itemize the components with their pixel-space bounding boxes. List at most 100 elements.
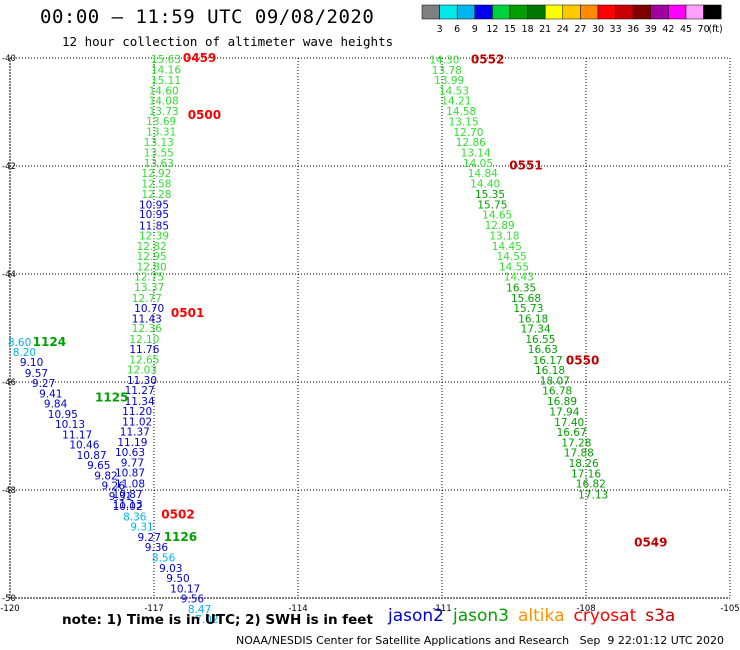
colorbar-swatch	[703, 4, 722, 20]
wave-height-value: 13.78	[432, 65, 462, 77]
wave-height-value: 10.70	[134, 303, 164, 315]
wave-height-value: 11.02	[122, 416, 152, 428]
wave-height-value: 13.99	[434, 75, 464, 87]
wave-height-value: 13.73	[149, 106, 179, 118]
wave-height-value: 10.63	[115, 447, 145, 459]
wave-height-value: 16.17	[533, 355, 563, 367]
wave-height-value: 11.85	[139, 220, 169, 232]
wave-height-value: 13.31	[146, 126, 176, 138]
latitude-label: -42	[2, 162, 16, 172]
wave-height-value: 14.55	[497, 251, 527, 263]
pass-time-label: 1126	[164, 530, 197, 544]
wave-height-value: 14.21	[441, 96, 471, 108]
satellite-legend: jason2 jason3 altika cryosat s3a	[388, 606, 684, 626]
colorbar-tick-label: 3	[437, 24, 443, 35]
wave-height-value: 15.35	[475, 189, 505, 201]
colorbar-tick-label: 18	[522, 24, 534, 35]
wave-height-value: 14.40	[470, 178, 500, 190]
wave-height-value: 14.60	[149, 85, 179, 97]
wave-height-value: 12.03	[127, 365, 157, 377]
wave-height-value: 17.16	[571, 468, 601, 480]
wave-height-value: 9.57	[25, 368, 48, 380]
wave-height-value: 9.03	[159, 563, 182, 575]
wave-height-value: 17.28	[561, 437, 591, 449]
wave-height-value: 10.95	[139, 199, 169, 211]
wave-height-value: 12.75	[134, 272, 164, 284]
wave-height-value: 12.65	[129, 354, 159, 366]
pass-time-label: 1124	[33, 335, 66, 349]
wave-height-value: 8.60	[8, 337, 31, 349]
pass-time-label: 1125	[95, 391, 128, 405]
wave-height-value: 12.89	[485, 220, 515, 232]
wave-height-value: 14.16	[151, 64, 181, 76]
wave-height-value: 10.46	[69, 440, 99, 452]
pass-time-label: 0549	[634, 535, 667, 549]
colorbar-tick-label: 27	[574, 24, 586, 35]
wave-height-value: 11.27	[125, 385, 155, 397]
wave-height-value: 9.77	[121, 457, 144, 469]
latitude-label: -44	[2, 270, 16, 280]
wave-height-value: 13.55	[144, 148, 174, 160]
wave-height-value: 14.43	[504, 272, 534, 284]
wave-height-value: 16.89	[547, 396, 577, 408]
wave-height-value: 17.34	[521, 324, 551, 336]
wave-height-value: 11.37	[120, 427, 150, 439]
longitude-label: -114	[288, 604, 307, 614]
colorbar-tick-label: 6	[454, 24, 460, 35]
wave-height-value: 14.30	[429, 55, 459, 67]
wave-height-value: 8.47	[188, 604, 211, 616]
wave-height-value: 12.86	[456, 137, 486, 149]
wave-height-value: 14.08	[149, 96, 179, 108]
colorbar-tick-label: 9	[472, 24, 478, 35]
wave-height-value: 15.11	[151, 75, 181, 87]
colorbar: 3 6 9 12 15 18 21 24 27 30 33 36 39 42 45 70(ft)	[421, 4, 723, 35]
page-title: 00:00 – 11:59 UTC 09/08/2020	[40, 6, 375, 28]
longitude-label: -108	[576, 604, 595, 614]
wave-height-value: 13.14	[461, 148, 491, 160]
wave-height-value: 9.36	[145, 542, 169, 554]
wave-height-value: 15.68	[511, 293, 541, 305]
wave-height-value: 8.20	[13, 347, 36, 359]
wave-height-value: 9.82	[94, 470, 117, 482]
wave-height-value: 11.30	[127, 375, 157, 387]
wave-height-value: 9.26	[102, 481, 126, 493]
wave-height-value: 15.75	[477, 199, 507, 211]
wave-height-value: 13.69	[146, 116, 176, 128]
wave-height-value: 17.13	[578, 489, 608, 501]
wave-height-value: 11.20	[122, 406, 152, 418]
wave-height-value: 12.10	[129, 334, 159, 346]
wave-height-value: 13.15	[449, 117, 479, 129]
wave-height-value: 16.63	[528, 344, 558, 356]
longitude-label: -117	[144, 604, 163, 614]
wave-height-value: 10.17	[170, 583, 200, 595]
wave-height-value: 9.56	[181, 594, 205, 606]
colorbar-tick-label: 24	[557, 24, 569, 35]
wave-height-value: 16.55	[525, 334, 555, 346]
legend-jason3: jason3	[453, 606, 509, 626]
colorbar-tick-label: 39	[645, 24, 657, 35]
pass-time-label: 0459	[183, 51, 216, 65]
wave-height-value: 10.95	[139, 209, 169, 221]
wave-height-value: 12.28	[141, 189, 171, 201]
colorbar-tick-label: 42	[662, 24, 674, 35]
wave-height-value: 10.13	[55, 419, 85, 431]
wave-height-value: 12.58	[141, 178, 171, 190]
pass-time-label: 0551	[509, 158, 542, 172]
wave-height-value: 10.87	[115, 468, 145, 480]
pass-time-label: 0552	[471, 53, 504, 67]
wave-height-value: 11.76	[129, 344, 159, 356]
map-frame	[9, 57, 731, 599]
colorbar-tick-label: 12	[486, 24, 498, 35]
wave-height-value: 16.35	[506, 283, 536, 295]
colorbar-tick-label: 45	[680, 24, 692, 35]
wave-height-value: 12.95	[137, 251, 167, 263]
pass-time-label: 0501	[171, 306, 204, 320]
page-subtitle: 12 hour collection of altimeter wave hei…	[62, 34, 394, 49]
wave-height-value: 9.50	[166, 573, 189, 585]
latitude-label: -50	[2, 594, 16, 604]
credit-line: NOAA/NESDIS Center for Satellite Applica…	[236, 634, 725, 647]
colorbar-tick-label: 30	[592, 24, 604, 35]
wave-height-value: 17.88	[564, 448, 594, 460]
legend-s3a: s3a	[645, 606, 676, 626]
wave-height-value: 15.63	[151, 54, 181, 66]
